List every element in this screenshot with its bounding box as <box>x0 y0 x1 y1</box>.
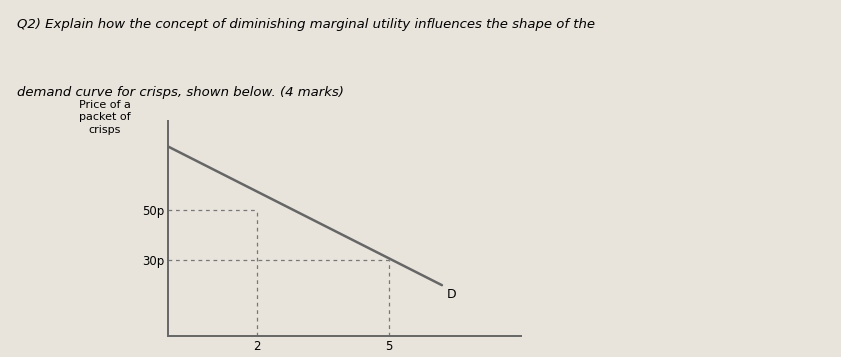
Text: D: D <box>447 288 457 301</box>
Text: Q2) Explain how the concept of diminishing marginal utility influences the shape: Q2) Explain how the concept of diminishi… <box>17 18 595 31</box>
Text: Price of a
packet of
crisps: Price of a packet of crisps <box>79 100 130 135</box>
Text: demand curve for crisps, shown below. (4 marks): demand curve for crisps, shown below. (4… <box>17 86 344 99</box>
